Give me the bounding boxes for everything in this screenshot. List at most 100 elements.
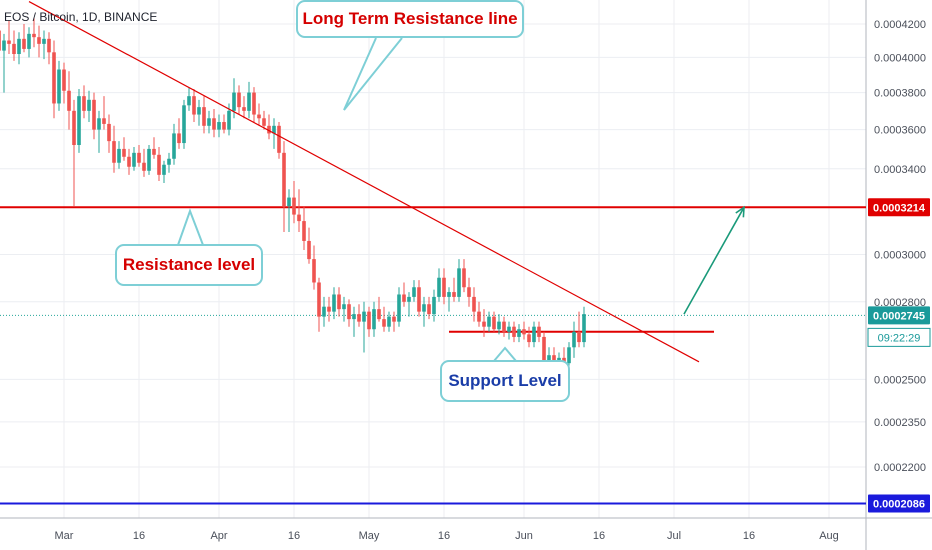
candle-body [537,326,541,337]
y-tick-label: 0.0003400 [874,164,926,176]
y-tick-label: 0.0002500 [874,374,926,386]
candle-body [0,30,1,51]
candle-body [262,118,266,126]
candle-body [402,294,406,302]
candle-body [152,148,156,155]
candle-body [332,294,336,312]
candle-body [322,306,326,317]
candle-body [362,311,366,322]
candle-body [142,162,146,171]
support-callout-pointer [493,346,517,362]
candle-body [57,69,61,104]
long-term-resistance-label: Long Term Resistance line [302,9,518,28]
y-tick-label: 0.0004000 [874,52,926,64]
resistance-level-label: Resistance level [122,255,256,274]
candle-body [52,52,56,104]
candle-body [527,334,531,343]
price-axis-label: 0.0003214 [873,202,926,214]
candle-body [117,148,121,163]
candle-body [457,268,461,297]
support-level-label: Support Level [448,371,562,390]
x-tick-label: May [359,530,380,542]
candle-body [437,277,441,297]
candle-body [187,96,191,106]
candle-body [227,110,231,130]
candle-body [427,304,431,315]
candle-body [412,287,416,297]
candle-body [382,319,386,327]
candle-body [162,164,166,175]
candle-body [522,329,526,335]
candle-body [357,314,361,322]
candle-body [482,321,486,327]
candle-body [97,118,101,130]
candle-body [312,259,316,283]
candle-body [202,107,206,126]
candle-body [282,152,286,207]
candle-body [432,296,436,315]
candle-body [147,148,151,171]
x-tick-label: Apr [210,530,227,542]
symbol-title: EOS / Bitcoin, 1D, BINANCE [4,10,158,24]
candle-body [342,304,346,310]
candle-body [172,133,176,159]
candle-body [212,118,216,130]
candle-body [267,125,271,134]
support-level-callout: Support Level [440,360,570,402]
candle-body [337,294,341,310]
candle-body [82,96,86,111]
y-tick-label: 0.0003000 [874,250,926,262]
candle-body [67,90,71,111]
candle-body [182,105,186,144]
y-tick-label: 0.0004200 [874,19,926,31]
candle-body [392,316,396,322]
candle-body [367,311,371,330]
price-axis-label-bg [868,494,930,513]
candle-body [377,309,381,320]
candle-body [567,347,571,364]
candle-body [517,329,521,337]
x-tick-label: 16 [438,530,450,542]
candle-body [127,156,131,167]
candle-body [297,214,301,222]
candle-body [347,304,351,320]
price-axis-label-bg [868,198,930,217]
candle-body [72,110,76,146]
candle-body [242,107,246,111]
candle-body [137,152,141,163]
candle-body [77,96,81,146]
candle-body [292,197,296,215]
candle-body [42,38,46,44]
candle-body [272,125,276,134]
candle-body [542,336,546,364]
candle-body [177,133,181,144]
candle-body [132,152,136,167]
candle-body [327,306,331,312]
candle-body [462,268,466,288]
candle-body [192,96,196,115]
candle-body [552,355,556,364]
candle-body [417,287,421,312]
candle-body [12,43,16,55]
candle-body [507,326,511,332]
y-tick-label: 0.0003800 [874,88,926,100]
candle-body [197,107,201,115]
resistance-level-callout: Resistance level [115,244,263,286]
candle-body [577,331,581,343]
price-axis-label: 0.0002745 [873,310,925,322]
candle-body [2,40,6,51]
candle-body [167,158,171,165]
candle-body [442,277,446,297]
candle-body [217,122,221,130]
x-tick-label: Aug [819,530,839,542]
candle-body [222,122,226,130]
x-tick-label: 16 [288,530,300,542]
candle-body [237,92,241,108]
candle-body [492,316,496,330]
candle-body [207,118,211,126]
candle-body [512,326,516,337]
candle-body [302,221,306,241]
x-tick-label: Jun [515,530,533,542]
candle-body [472,296,476,312]
candle-body [397,294,401,322]
